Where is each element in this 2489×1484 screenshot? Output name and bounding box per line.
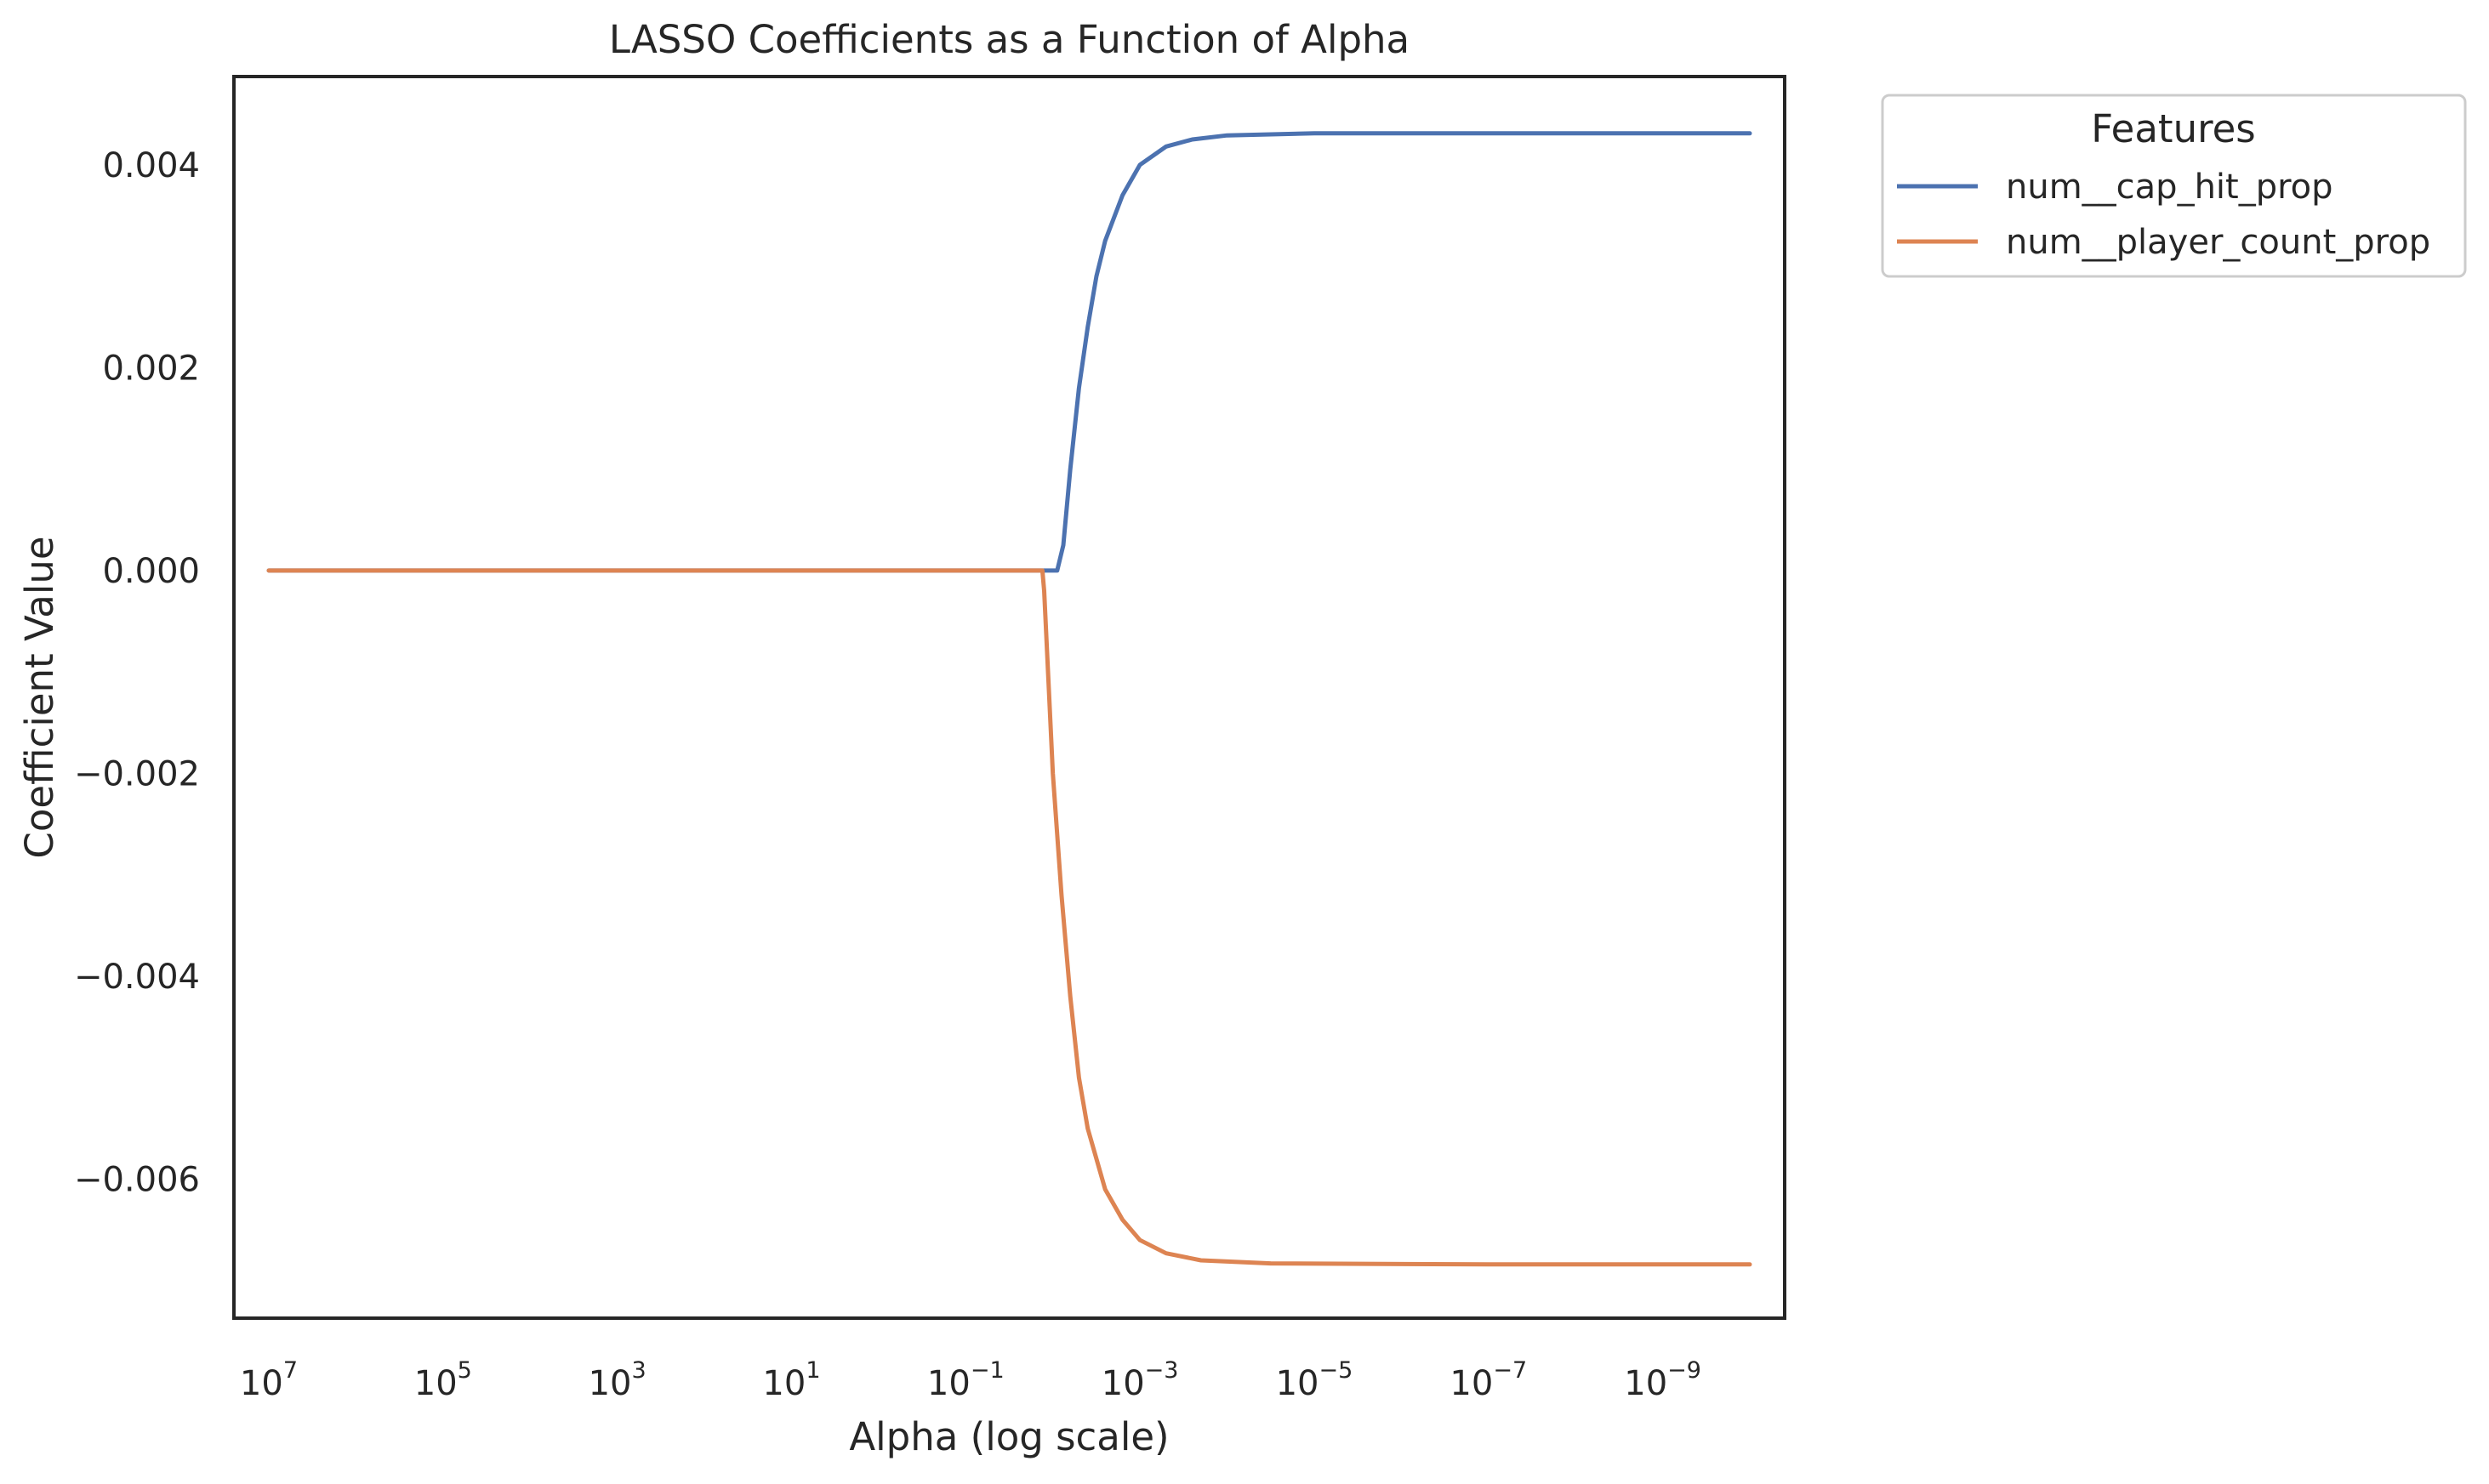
series-layer — [266, 131, 1752, 1267]
series-line-2 — [266, 568, 1752, 1267]
y-tick-label-6: −0.006 — [74, 1161, 200, 1200]
y-tick-label-4: −0.002 — [74, 754, 200, 793]
x-tick-label-9: 10−9 — [1624, 1357, 1701, 1403]
plot-frame — [232, 75, 1786, 1320]
y-tick-label-3: 0.000 — [102, 552, 200, 591]
legend-box — [1881, 94, 2467, 278]
legend-title: Features — [2091, 106, 2256, 151]
x-ticks: 107 105 103 101 10−1 10−3 10−5 10−7 10−9 — [240, 1357, 1701, 1403]
x-tick-label-3: 103 — [589, 1357, 646, 1403]
chart-title: LASSO Coefficients as a Function of Alph… — [609, 17, 1410, 62]
x-tick-label-2: 105 — [414, 1357, 472, 1403]
x-tick-label-8: 10−7 — [1450, 1357, 1527, 1403]
x-axis-label: Alpha (log scale) — [849, 1414, 1169, 1459]
x-tick-label-1: 107 — [240, 1357, 298, 1403]
legend-items: num__cap_hit_prop num__player_count_prop — [1897, 168, 2430, 262]
y-tick-label-2: 0.002 — [102, 349, 200, 388]
legend: Features num__cap_hit_prop num__player_co… — [1881, 94, 2467, 278]
x-tick-label-5: 10−1 — [927, 1357, 1005, 1403]
x-tick-label-7: 10−5 — [1276, 1357, 1353, 1403]
x-tick-label-4: 101 — [762, 1357, 820, 1403]
legend-label-2: num__player_count_prop — [2006, 223, 2430, 262]
x-tick-label-6: 10−3 — [1102, 1357, 1179, 1403]
y-axis-label: Coefficient Value — [17, 536, 62, 858]
legend-label-1: num__cap_hit_prop — [2006, 168, 2333, 207]
y-ticks: 0.004 0.002 0.000 −0.002 −0.004 −0.006 — [74, 146, 200, 1200]
y-tick-label-5: −0.004 — [74, 958, 200, 997]
y-tick-label-1: 0.004 — [102, 146, 200, 185]
